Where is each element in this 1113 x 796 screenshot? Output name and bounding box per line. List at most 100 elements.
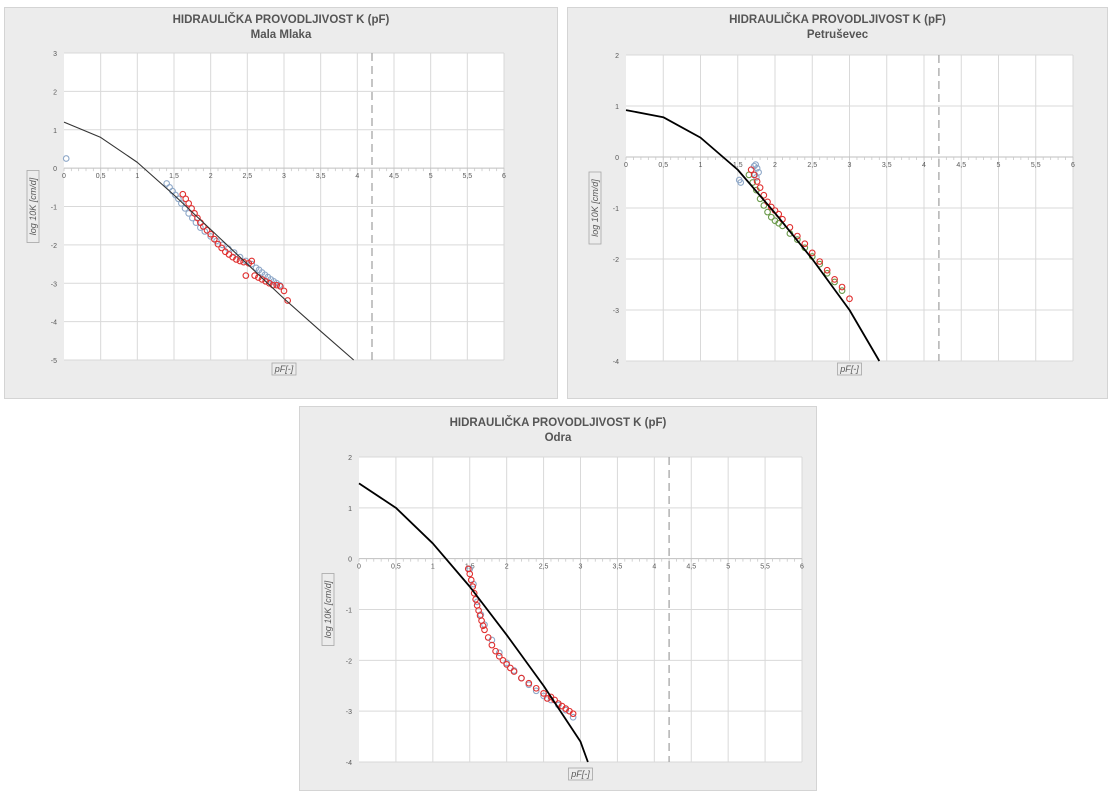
x-tick-label: 1 <box>431 564 435 571</box>
x-tick-label: 4,5 <box>686 564 696 571</box>
y-axis-label-box <box>321 573 335 646</box>
data-point <box>203 226 211 234</box>
data-point <box>750 171 758 179</box>
chart-subtitle: Mala Mlaka <box>251 29 312 41</box>
data-point <box>823 269 831 277</box>
x-tick-label: 1 <box>699 162 703 169</box>
data-point <box>801 240 809 248</box>
data-point <box>499 656 507 664</box>
x-tick-label: 0 <box>357 564 361 571</box>
x-tick-label: 5 <box>997 162 1001 169</box>
x-axis-label-box <box>271 362 297 376</box>
data-point <box>467 576 475 584</box>
y-tick-label: -5 <box>51 358 57 365</box>
y-tick-label: 1 <box>53 128 57 135</box>
y-axis-label-group: log 10K [cm/d] <box>26 170 40 243</box>
x-tick-label: 6 <box>502 173 506 180</box>
data-point <box>466 570 474 578</box>
data-point <box>507 664 514 672</box>
x-tick-label: 0,5 <box>658 162 668 169</box>
y-axis-label-group: log 10K [cm/d] <box>588 171 602 245</box>
data-point <box>760 202 768 209</box>
y-tick-label: -1 <box>346 608 352 615</box>
x-tick-label: 4,5 <box>956 162 966 169</box>
x-tick-label: 1,5 <box>169 173 179 180</box>
x-tick-label: 2 <box>505 564 509 571</box>
x-tick-label: 0 <box>62 173 66 180</box>
data-point <box>262 277 270 285</box>
data-point <box>831 276 838 283</box>
x-tick-label: 1 <box>135 173 139 180</box>
chart-panel-petrusevec: 0 0,5 1 1,5 2 2,5 3 3,5 4 4,5 5 5,5 6 2 1 0 -1 -2 -3 -4 HIDR… <box>567 7 1108 399</box>
x-tick-label: 4 <box>922 162 926 169</box>
y-tick-label: -1 <box>613 206 619 213</box>
y-tick-label: -4 <box>51 320 57 327</box>
data-point <box>484 634 492 641</box>
x-tick-label: 5,5 <box>760 564 770 571</box>
data-point <box>219 241 226 249</box>
data-point <box>207 230 215 238</box>
y-tick-label: -3 <box>346 709 352 716</box>
x-axis-label-box <box>837 362 862 376</box>
data-point <box>199 223 207 230</box>
data-point <box>179 190 187 198</box>
x-tick-label: 3 <box>848 162 852 169</box>
data-point <box>236 257 244 265</box>
x-tick-label: 2 <box>209 173 213 180</box>
x-tick-label: 1,5 <box>465 564 475 571</box>
x-tick-label: 4,5 <box>389 173 399 180</box>
x-tick-label: 3,5 <box>882 162 892 169</box>
data-point <box>569 710 577 718</box>
data-point <box>194 214 201 222</box>
y-tick-label: -2 <box>613 257 619 264</box>
fitted-curve <box>358 482 589 763</box>
y-tick-label: -2 <box>346 658 352 665</box>
x-tick-label: 6 <box>1071 162 1075 169</box>
chart-title: HIDRAULIČKA PROVODLJIVOST K (pF) <box>450 416 667 429</box>
x-tick-label: 2,5 <box>539 564 549 571</box>
data-point <box>276 282 284 290</box>
data-point <box>752 161 759 168</box>
data-point <box>62 155 70 162</box>
x-tick-label: 2,5 <box>807 162 817 169</box>
y-axis-label: log 10K [cm/d] <box>323 580 333 638</box>
y-tick-label: 1 <box>615 104 619 111</box>
chart-svg-mala-mlaka: 0 0,5 1 1,5 2 2,5 3 3,5 4 4,5 5 5,5 6 3 2 1 0 -1 -2 -3 -4 -5 H… <box>26 13 506 376</box>
data-point <box>495 649 503 657</box>
data-point <box>838 287 846 294</box>
chart-subtitle: Petruševec <box>807 29 869 41</box>
data-point <box>175 195 182 203</box>
y-tick-label: 3 <box>53 51 57 58</box>
x-tick-label: 3,5 <box>613 564 623 571</box>
data-point <box>479 622 487 630</box>
data-point <box>737 179 745 186</box>
chart-subtitle: Odra <box>545 432 572 444</box>
y-tick-label: 1 <box>348 506 352 513</box>
x-tick-label: 5 <box>726 564 730 571</box>
data-point <box>831 278 838 286</box>
data-point <box>214 240 222 248</box>
y-tick-label: 0 <box>615 155 619 162</box>
y-tick-label: 0 <box>348 557 352 564</box>
x-axis-label: pF[-] <box>570 769 590 779</box>
x-tick-label: 3 <box>282 173 286 180</box>
x-tick-label: 4 <box>355 173 359 180</box>
data-point <box>280 287 288 295</box>
data-point <box>218 244 226 252</box>
data-point <box>760 191 768 199</box>
x-tick-label: 5,5 <box>1031 162 1041 169</box>
data-point <box>503 661 511 668</box>
y-tick-label: -3 <box>613 308 619 315</box>
y-tick-label: 2 <box>348 455 352 462</box>
fitted-curve <box>625 109 881 362</box>
chart-panel-odra: 0 0,5 1 1,5 2 2,5 3 3,5 4 4,5 5 5,5 6 2 1 0 -1 -2 -3 -4 HIDR… <box>299 406 817 791</box>
x-tick-label: 3,5 <box>316 173 326 180</box>
data-point <box>481 626 488 634</box>
y-tick-label: -3 <box>51 281 57 288</box>
data-point <box>492 647 499 655</box>
chart-panel-mala-mlaka: 0 0,5 1 1,5 2 2,5 3 3,5 4 4,5 5 5,5 6 3 2 1 0 -1 -2 -3 -4 -5 H… <box>4 7 558 399</box>
data-point <box>251 272 259 279</box>
data-point <box>284 297 292 304</box>
x-axis-label: pF[-] <box>839 364 859 374</box>
x-axis-label-box <box>568 767 593 781</box>
